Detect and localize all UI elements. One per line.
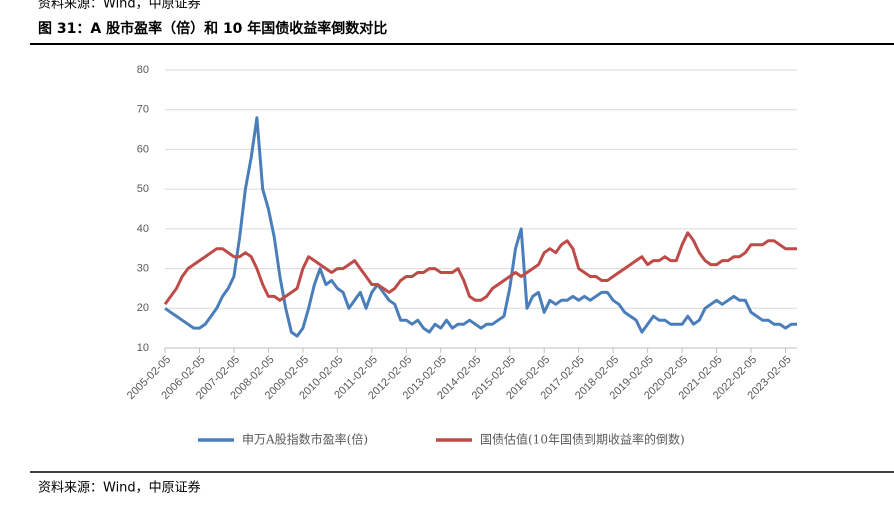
y-tick-label: 50 [137,183,149,195]
y-tick-label: 40 [137,223,149,235]
series-line [164,116,797,338]
legend-label: 申万A股指数市盈率(倍) [242,432,368,447]
y-tick-label: 70 [137,104,149,116]
y-tick-label: 60 [137,143,149,155]
source: 资料来源：Wind，中原证券 [38,480,201,496]
chart-title: 图 31：A 股市盈率（倍）和 10 年国债收益率倒数对比 [38,20,387,37]
series-line [163,231,797,306]
y-tick-label: 20 [137,302,149,314]
legend-label: 国债估值(10年国债到期收益率的倒数) [480,432,685,447]
y-tick-label: 80 [137,64,149,76]
y-tick-label: 10 [137,342,149,354]
header-note: 资料来源：Wind，中原证券 [38,0,201,12]
y-tick-label: 30 [137,262,149,274]
